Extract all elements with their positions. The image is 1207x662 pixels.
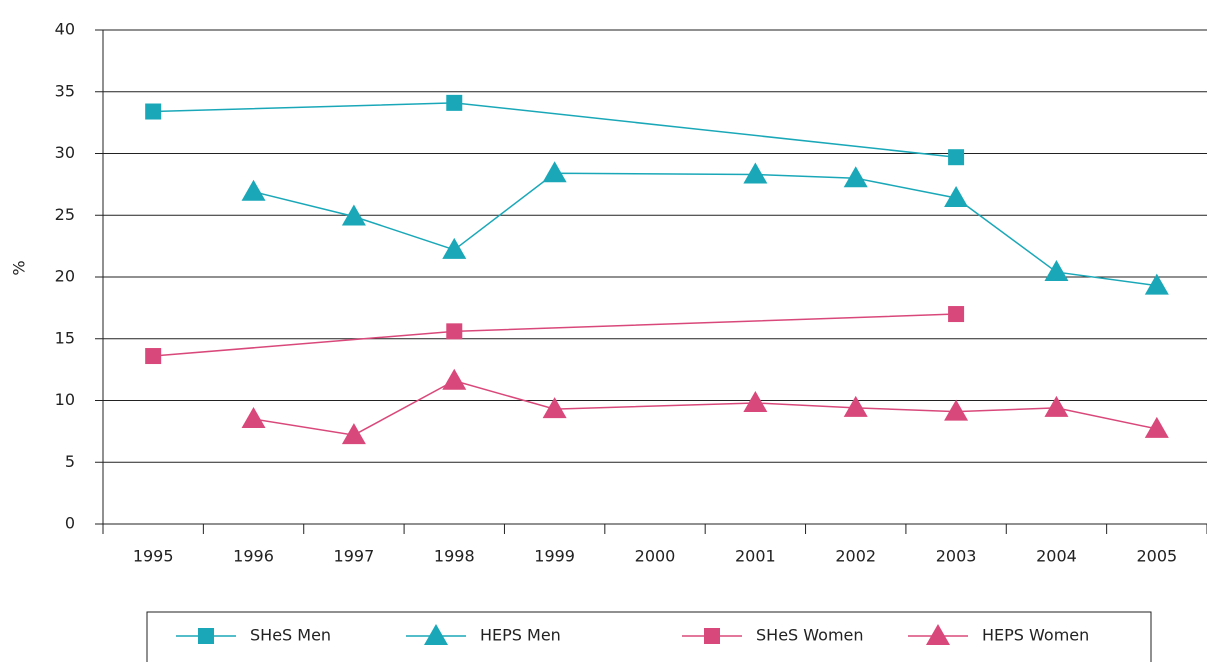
marker [341,423,366,445]
marker [743,390,768,412]
y-tick-label: 5 [65,452,75,471]
marker [743,162,768,184]
marker [442,237,467,259]
y-axis-label: % [10,260,29,275]
marker [341,204,366,226]
marker [1144,273,1169,295]
x-tick-label: 2001 [735,547,776,566]
series-line [253,379,1157,436]
marker [241,179,266,201]
marker [542,397,567,419]
marker [843,395,868,417]
y-tick-label: 40 [55,20,75,39]
marker [442,368,467,390]
x-tick-label: 1995 [133,547,174,566]
legend-marker [198,628,214,644]
y-tick-label: 0 [65,514,75,533]
legend-marker [424,624,448,645]
series-line [253,172,1157,287]
y-tick-label: 25 [55,205,75,224]
marker [944,185,969,207]
marker [542,161,567,183]
legend-marker [926,624,950,645]
x-tick-label: 2002 [835,547,876,566]
x-tick-label: 1999 [534,547,575,566]
legend-marker [704,628,720,644]
marker [1144,416,1169,438]
series-line [153,313,957,357]
y-tick-label: 30 [55,143,75,162]
marker [145,348,162,365]
marker [1044,260,1069,282]
marker [944,399,969,421]
x-tick-label: 2004 [1036,547,1077,566]
y-tick-label: 35 [55,81,75,100]
legend-label: SHeS Women [756,626,864,645]
series-line [153,102,957,158]
marker [446,323,463,340]
x-tick-label: 1998 [434,547,475,566]
x-tick-label: 2003 [936,547,977,566]
y-tick-label: 20 [55,267,75,286]
x-tick-label: 2000 [635,547,676,566]
legend-label: HEPS Women [982,626,1089,645]
legend-label: SHeS Men [250,626,331,645]
y-tick-label: 15 [55,328,75,347]
marker [145,103,162,120]
x-tick-label: 1997 [334,547,375,566]
marker [241,407,266,429]
marker [843,166,868,188]
marker [948,306,965,323]
marker [1044,395,1069,417]
x-tick-label: 1996 [233,547,274,566]
marker [446,94,463,111]
marker [948,149,965,166]
y-tick-label: 10 [55,390,75,409]
legend-label: HEPS Men [480,626,561,645]
x-tick-label: 2005 [1136,547,1177,566]
legend-box [146,611,1152,662]
